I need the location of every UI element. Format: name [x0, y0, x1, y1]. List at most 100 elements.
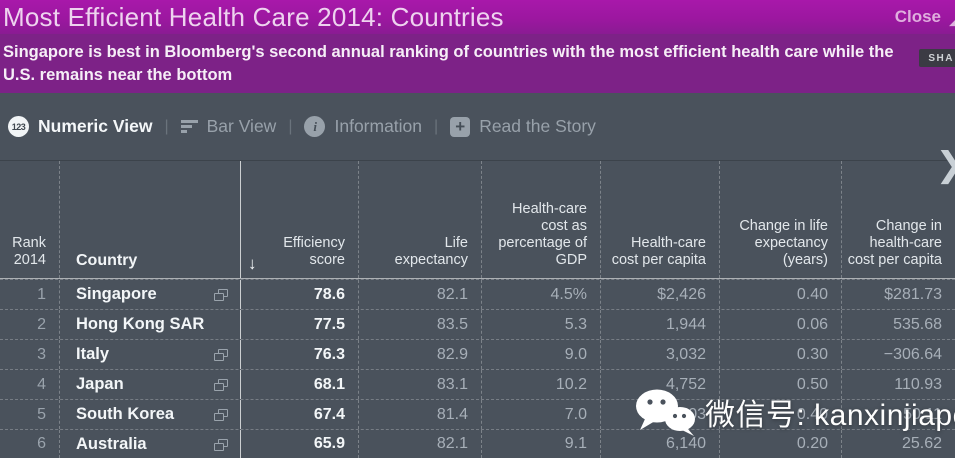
- country-cell[interactable]: South Korea: [59, 400, 240, 429]
- cost-per-capita-cell: 3,032: [600, 340, 719, 369]
- toolbar-separator: |: [164, 117, 169, 135]
- change-life-cell: 0.06: [719, 310, 841, 339]
- information-label: Information: [334, 116, 423, 136]
- country-name: South Korea: [76, 405, 175, 423]
- table-body: 1 Singapore 78.6 82.1 4.5% $2,426 0.40 $…: [0, 278, 955, 458]
- cost-per-capita-cell: 6,140: [600, 430, 719, 458]
- column-header-change-cost-per-capita[interactable]: Change in health-care cost per capita: [841, 161, 955, 278]
- life-expectancy-cell: 82.1: [358, 280, 481, 309]
- bar-view-button[interactable]: Bar View: [180, 116, 277, 137]
- life-expectancy-cell: 83.5: [358, 310, 481, 339]
- change-cost-cell: −306.64: [841, 340, 955, 369]
- subtitle-text: Singapore is best in Bloomberg's second …: [3, 43, 894, 84]
- country-cell[interactable]: Singapore: [59, 280, 240, 309]
- info-icon: i: [304, 116, 326, 137]
- column-header-cost-per-capita[interactable]: Health-care cost per capita: [600, 161, 719, 278]
- column-header-country[interactable]: Country: [59, 161, 240, 278]
- cost-per-capita-cell: $2,426: [600, 280, 719, 309]
- cost-pct-gdp-cell: 5.3: [481, 310, 600, 339]
- change-cost-cell: $281.73: [841, 280, 955, 309]
- life-expectancy-cell: 82.1: [358, 430, 481, 458]
- change-life-cell: 0.40: [719, 280, 841, 309]
- rank-cell: 2: [37, 315, 46, 333]
- cost-per-capita-cell: 1,944: [600, 310, 719, 339]
- rank-cell: 6: [37, 435, 46, 452]
- popup-window-icon[interactable]: [214, 289, 228, 301]
- country-name: Japan: [76, 375, 124, 393]
- read-story-button[interactable]: + Read the Story: [450, 116, 596, 137]
- change-cost-cell: 110.93: [841, 370, 955, 399]
- rank-cell: 4: [37, 375, 46, 393]
- toolbar-separator: |: [434, 117, 439, 135]
- read-story-label: Read the Story: [479, 116, 596, 136]
- numeric-view-icon: 123: [8, 116, 29, 137]
- popup-window-icon[interactable]: [214, 409, 228, 421]
- page-title: Most Efficient Health Care 2014: Countri…: [3, 2, 504, 32]
- close-button-label: Close: [894, 7, 941, 26]
- close-icon[interactable]: ◢: [949, 9, 955, 28]
- cost-pct-gdp-cell: 9.0: [481, 340, 600, 369]
- rank-cell: 3: [37, 345, 46, 363]
- country-cell[interactable]: Australia: [59, 430, 240, 458]
- cost-pct-gdp-cell: 7.0: [481, 400, 600, 429]
- country-name: Hong Kong SAR: [76, 315, 205, 333]
- column-header-rank[interactable]: Rank 2014: [12, 235, 46, 268]
- efficiency-cell: 65.9: [240, 430, 358, 458]
- efficiency-cell: 77.5: [240, 310, 358, 339]
- subtitle-bar: Singapore is best in Bloomberg's second …: [0, 34, 955, 93]
- numeric-view-button[interactable]: 123 Numeric View: [8, 116, 152, 137]
- cost-pct-gdp-cell: 4.5%: [481, 280, 600, 309]
- bar-view-label: Bar View: [206, 116, 277, 136]
- popup-window-icon[interactable]: [214, 379, 228, 391]
- table-row-singapore[interactable]: 1 Singapore 78.6 82.1 4.5% $2,426 0.40 $…: [0, 279, 955, 309]
- life-expectancy-cell: 83.1: [358, 370, 481, 399]
- table-row-japan[interactable]: 4 Japan 68.1 83.1 10.2 4,752 0.50 110.93: [0, 369, 955, 399]
- cost-pct-gdp-cell: 10.2: [481, 370, 600, 399]
- popup-window-icon[interactable]: [214, 439, 228, 451]
- table-row-hong-kong[interactable]: 2 Hong Kong SAR 77.5 83.5 5.3 1,944 0.06…: [0, 309, 955, 339]
- efficiency-cell: 76.3: [240, 340, 358, 369]
- column-header-life-expectancy[interactable]: Life expectancy: [358, 161, 481, 278]
- change-cost-cell: 25.62: [841, 430, 955, 458]
- numeric-view-label: Numeric View: [38, 116, 153, 136]
- popup-window-icon[interactable]: [214, 349, 228, 361]
- country-cell[interactable]: Hong Kong SAR: [59, 310, 240, 339]
- efficiency-cell: 67.4: [240, 400, 358, 429]
- change-life-cell: 0.40: [719, 400, 841, 429]
- column-header-cost-pct-gdp[interactable]: Health-care cost as percentage of GDP: [481, 161, 600, 278]
- efficiency-cell: 78.6: [240, 280, 358, 309]
- table-row-south-korea[interactable]: 5 South Korea 67.4 81.4 7.0 1,703 0.40 5…: [0, 399, 955, 429]
- rank-cell: 5: [37, 405, 46, 423]
- change-life-cell: 0.50: [719, 370, 841, 399]
- change-cost-cell: 50.11: [841, 400, 955, 429]
- column-header-efficiency-score[interactable]: ↓ Efficiency score: [240, 161, 358, 278]
- country-cell[interactable]: Italy: [59, 340, 240, 369]
- rankings-table: Rank 2014 Country ↓ Efficiency score Lif…: [0, 160, 955, 458]
- cost-pct-gdp-cell: 9.1: [481, 430, 600, 458]
- column-header-change-life-expectancy[interactable]: Change in life expectancy (years): [719, 161, 841, 278]
- plus-icon: +: [450, 116, 471, 137]
- efficiency-cell: 68.1: [240, 370, 358, 399]
- life-expectancy-cell: 81.4: [358, 400, 481, 429]
- toolbar-separator: |: [288, 117, 293, 135]
- change-cost-cell: 535.68: [841, 310, 955, 339]
- scroll-right-chevron-icon[interactable]: ❯: [936, 148, 955, 182]
- title-bar: Most Efficient Health Care 2014: Countri…: [0, 0, 955, 34]
- column-header-efficiency-label: Efficiency score: [283, 235, 345, 268]
- country-cell[interactable]: Japan: [59, 370, 240, 399]
- table-header-row: Rank 2014 Country ↓ Efficiency score Lif…: [0, 161, 955, 278]
- cost-per-capita-cell: 1,703: [600, 400, 719, 429]
- information-button[interactable]: i Information: [304, 116, 422, 137]
- close-button[interactable]: Close: [895, 0, 941, 34]
- bar-chart-icon: [180, 119, 198, 134]
- table-row-australia[interactable]: 6 Australia 65.9 82.1 9.1 6,140 0.20 25.…: [0, 429, 955, 458]
- view-toolbar: 123 Numeric View | Bar View | i Informat…: [0, 93, 955, 160]
- share-button[interactable]: SHA: [919, 49, 955, 67]
- change-life-cell: 0.30: [719, 340, 841, 369]
- country-name: Italy: [76, 345, 110, 363]
- cost-per-capita-cell: 4,752: [600, 370, 719, 399]
- table-row-italy[interactable]: 3 Italy 76.3 82.9 9.0 3,032 0.30 −306.64: [0, 339, 955, 369]
- country-name: Singapore: [76, 285, 157, 303]
- sort-descending-icon[interactable]: ↓: [248, 254, 257, 273]
